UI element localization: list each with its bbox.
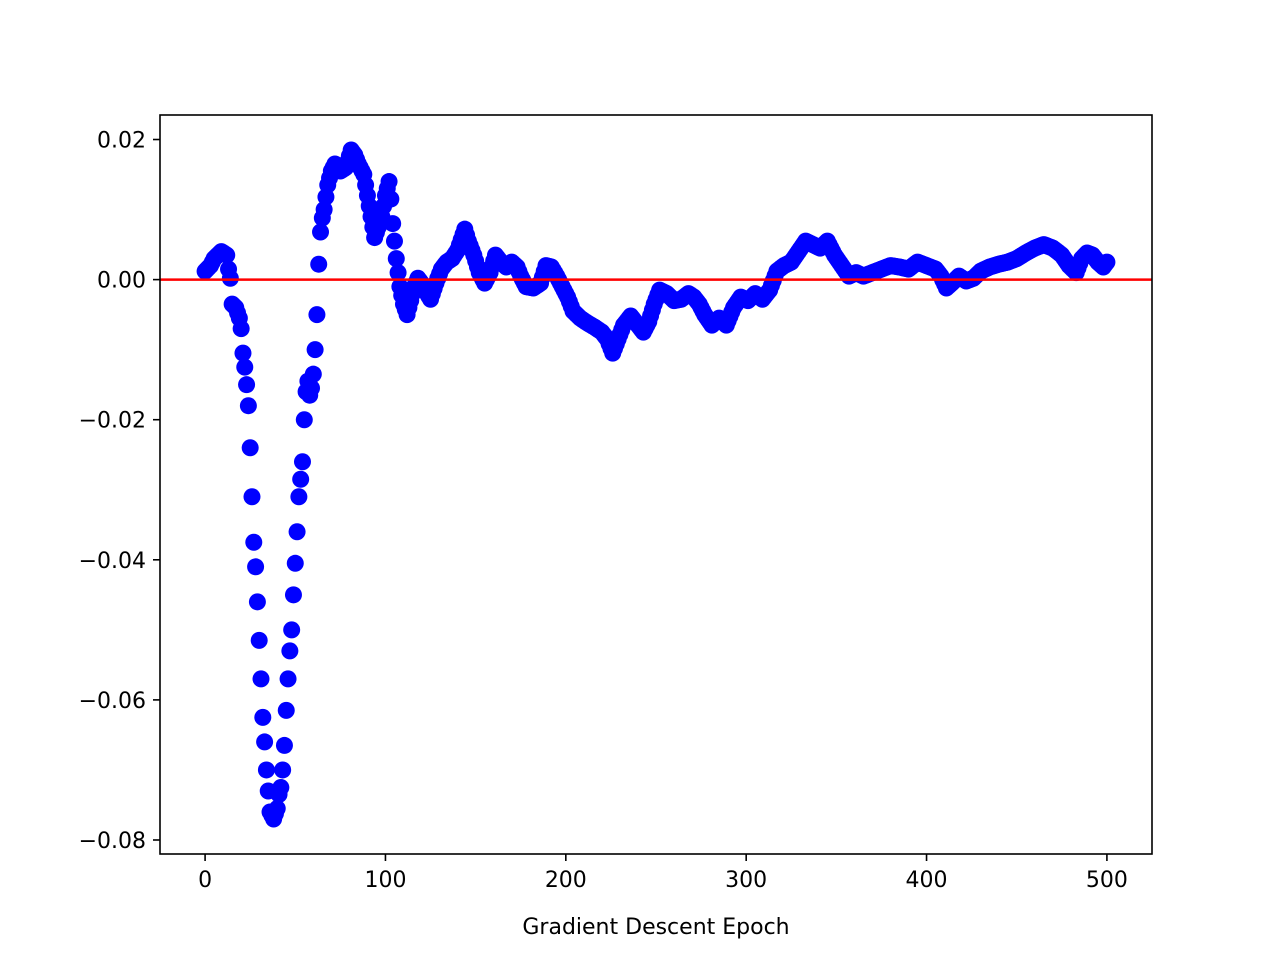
x-tick-label: 400 <box>906 868 948 893</box>
data-point <box>275 736 293 754</box>
y-tick-label: −0.06 <box>79 689 146 714</box>
y-tick-label: 0.02 <box>97 129 146 154</box>
data-point <box>257 761 275 779</box>
data-point <box>241 439 259 457</box>
data-point <box>248 593 266 611</box>
y-tick-label: −0.08 <box>79 829 146 854</box>
y-tick-label: −0.04 <box>79 549 146 574</box>
data-point <box>243 488 261 506</box>
x-tick-label: 300 <box>725 868 767 893</box>
data-point <box>312 223 330 241</box>
data-point <box>279 670 297 688</box>
data-point <box>256 733 274 751</box>
x-tick-label: 500 <box>1086 868 1128 893</box>
data-point <box>293 453 311 471</box>
data-point <box>387 250 405 268</box>
data-point <box>283 621 301 639</box>
data-point <box>292 470 310 488</box>
data-point <box>290 488 308 506</box>
data-point <box>295 411 313 429</box>
data-point <box>389 264 407 282</box>
data-point <box>247 558 265 576</box>
data-point <box>245 533 263 551</box>
x-tick-label: 200 <box>545 868 587 893</box>
data-point <box>310 255 328 273</box>
data-point <box>315 201 333 219</box>
data-point <box>303 379 321 397</box>
data-point <box>268 799 286 817</box>
data-point <box>239 397 257 415</box>
data-point <box>274 761 292 779</box>
data-point <box>221 269 239 287</box>
data-point <box>218 246 236 264</box>
data-point <box>254 708 272 726</box>
x-tick-label: 0 <box>198 868 212 893</box>
data-point <box>382 190 400 208</box>
data-point <box>306 341 324 359</box>
data-point <box>384 215 402 233</box>
data-point <box>234 344 252 362</box>
data-point <box>252 670 270 688</box>
data-point <box>380 173 398 191</box>
plot-frame <box>159 114 1153 855</box>
x-tick-label: 100 <box>364 868 406 893</box>
data-point <box>236 358 254 376</box>
axis-ticks: 0 100 200 300 400 500 −0.08 −0.06 −0.04 −0.02 0.00… <box>79 129 1128 893</box>
data-point <box>232 320 250 338</box>
data-point <box>288 523 306 541</box>
data-points <box>196 141 1116 828</box>
y-tick-label: 0.00 <box>97 269 146 294</box>
data-point <box>308 306 326 324</box>
data-point <box>250 631 268 649</box>
x-axis-title: Gradient Descent Epoch <box>522 915 789 940</box>
data-point <box>272 778 290 796</box>
plot-area <box>160 115 1152 854</box>
data-point <box>385 232 403 250</box>
data-point <box>284 586 302 604</box>
y-tick-label: −0.02 <box>79 409 146 434</box>
data-point <box>238 376 256 394</box>
data-point <box>304 365 322 383</box>
data-point <box>286 554 304 572</box>
data-point <box>1098 253 1116 271</box>
data-point <box>277 701 295 719</box>
data-point <box>281 642 299 660</box>
